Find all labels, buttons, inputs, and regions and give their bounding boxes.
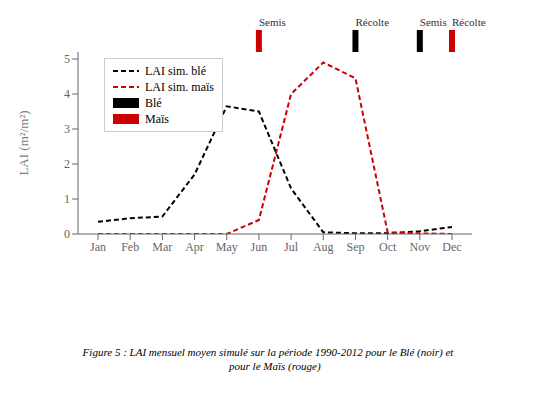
svg-text:5: 5 xyxy=(64,52,70,66)
svg-text:4: 4 xyxy=(64,87,70,101)
html-text:Blé: Blé xyxy=(145,96,162,110)
svg-text:Aug: Aug xyxy=(313,240,334,254)
svg-text:Dec: Dec xyxy=(442,240,461,254)
svg-text:0: 0 xyxy=(64,227,70,241)
svg-text:May: May xyxy=(216,240,238,254)
svg-text:Nov: Nov xyxy=(409,240,430,254)
svg-text:Jul: Jul xyxy=(284,240,299,254)
html-text:Figure 5 : LAI mensuel moyen s: Figure 5 : LAI mensuel moyen simulé sur … xyxy=(82,346,454,358)
svg-text:Mar: Mar xyxy=(152,240,172,254)
html-text:Maïs: Maïs xyxy=(145,112,169,126)
svg-text:2: 2 xyxy=(64,157,70,171)
svg-text:Sep: Sep xyxy=(346,240,364,254)
svg-text:Jun: Jun xyxy=(251,240,268,254)
svg-text:Apr: Apr xyxy=(185,240,204,254)
html-text:LAI sim. maïs: LAI sim. maïs xyxy=(145,80,214,94)
svg-text:LAI (m²/m²): LAI (m²/m²) xyxy=(16,110,31,175)
svg-text:Récolte: Récolte xyxy=(355,16,389,28)
svg-text:3: 3 xyxy=(64,122,70,136)
html-text:pour le Maïs (rouge): pour le Maïs (rouge) xyxy=(215,360,321,372)
svg-text:Semis: Semis xyxy=(420,16,447,28)
html-text:LAI sim. blé: LAI sim. blé xyxy=(145,64,206,78)
svg-text:Semis: Semis xyxy=(259,16,286,28)
svg-text:Jan: Jan xyxy=(90,240,106,254)
svg-text:Feb: Feb xyxy=(121,240,139,254)
svg-text:Récolte: Récolte xyxy=(452,16,486,28)
svg-text:Oct: Oct xyxy=(379,240,397,254)
svg-text:1: 1 xyxy=(64,192,70,206)
